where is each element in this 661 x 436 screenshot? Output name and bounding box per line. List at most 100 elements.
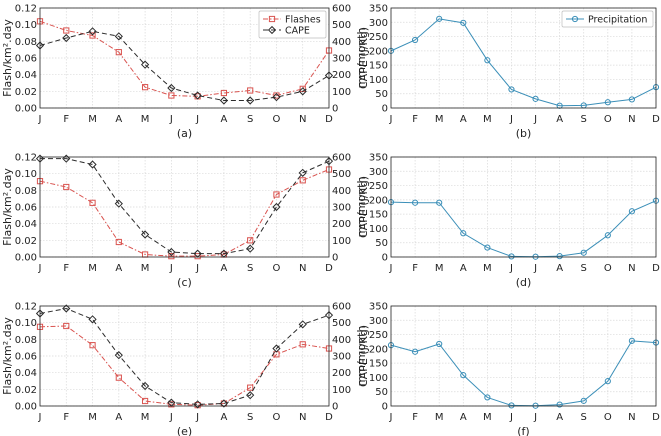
plot-frame: [39, 305, 330, 407]
data-point-flashes: [220, 89, 228, 97]
y-tick-label: 0.00: [15, 253, 37, 264]
series-line-cape: [39, 30, 330, 101]
x-tick-label: S: [581, 263, 587, 274]
data-point-flashes: [299, 341, 306, 348]
left-axis-label: Flash/km².day: [1, 317, 14, 395]
data-point-flashes: [63, 27, 70, 34]
data-point-cape: [88, 160, 97, 169]
x-tick-label: J: [38, 263, 42, 274]
y-tick-label: 0.04: [15, 368, 37, 379]
data-point-precipitation: [604, 378, 611, 385]
right-y-tick-label: 0: [332, 402, 338, 413]
y-tick-label: 0.12: [15, 153, 37, 164]
panel-label: (e): [177, 425, 192, 436]
data-point-precipitation: [580, 249, 587, 256]
right-y-tick-label: 500: [332, 318, 351, 329]
legend-marker: [268, 15, 276, 23]
left-axis-label: Flash/km².day: [1, 168, 14, 246]
data-point-cape: [272, 202, 281, 212]
data-point-cape: [193, 400, 202, 409]
data-point-precipitation: [484, 394, 491, 401]
x-tick-label: A: [556, 263, 563, 274]
y-tick-label: 0.06: [15, 203, 37, 214]
x-tick-label: M: [88, 263, 97, 274]
data-point-flashes: [115, 238, 122, 246]
legend: Precipitation: [561, 10, 654, 28]
chart-panel-a: 0.00 0.02 0.04 0.06 0.08 0.10 0.12 J F M A M J J A S O N D…: [1, 4, 370, 141]
data-point-flashes: [247, 87, 254, 94]
chart-panel-b: 0 50 100 150 200 250 300 350 J F M A M J J A S O N Dmm/mont…: [355, 4, 660, 141]
y-tick-label: 250: [369, 32, 388, 43]
data-point-cape: [140, 60, 150, 69]
x-tick-label: M: [141, 114, 150, 125]
x-tick-label: M: [483, 412, 492, 423]
y-tick-label: 0.12: [15, 4, 37, 15]
x-tick-label: D: [652, 263, 660, 274]
data-point-flashes: [63, 183, 70, 191]
x-tick-label: J: [509, 412, 513, 423]
panel-label: (d): [516, 276, 532, 289]
y-tick-label: 300: [369, 167, 388, 178]
data-point-cape: [114, 32, 123, 41]
data-point-cape: [62, 304, 71, 313]
y-tick-label: 150: [369, 359, 388, 370]
y-tick-label: 200: [369, 46, 388, 57]
right-y-tick-label: 200: [332, 368, 351, 379]
data-point-flashes: [168, 92, 175, 99]
right-y-tick-label: 500: [332, 20, 351, 31]
x-tick-label: S: [581, 412, 587, 423]
panel-label: (f): [517, 425, 529, 436]
x-tick-label: O: [604, 263, 612, 274]
data-point-flashes: [299, 177, 306, 184]
panel-label: (a): [177, 127, 192, 140]
x-tick-label: O: [273, 263, 281, 274]
y-tick-label: 0.06: [15, 352, 37, 363]
data-point-flashes: [63, 322, 70, 330]
right-y-tick-label: 300: [332, 203, 351, 214]
x-tick-label: A: [460, 263, 467, 274]
x-tick-label: J: [169, 412, 173, 423]
data-point-precipitation: [628, 96, 636, 103]
x-tick-label: M: [88, 412, 97, 423]
legend-box: [258, 10, 327, 39]
data-point-precipitation: [460, 19, 467, 26]
data-point-flashes: [194, 253, 201, 260]
series-line-precipitation: [390, 200, 657, 258]
x-tick-label: D: [652, 114, 660, 125]
x-tick-label: A: [220, 412, 227, 423]
panel-label: (c): [177, 276, 192, 289]
chart-panel-e: 0.00 0.02 0.04 0.06 0.08 0.10 0.12 J F M A M J J A S O N D…: [1, 302, 370, 436]
x-tick-label: N: [299, 263, 306, 274]
x-tick-label: M: [483, 263, 492, 274]
x-tick-label: M: [88, 114, 97, 125]
data-point-precipitation: [484, 57, 491, 64]
x-tick-label: J: [509, 263, 513, 274]
y-tick-label: 0.10: [15, 318, 37, 329]
data-point-cape: [88, 315, 97, 324]
y-tick-label: 50: [375, 89, 388, 100]
panel-label: (b): [516, 127, 532, 140]
x-tick-label: D: [325, 263, 333, 274]
x-tick-label: F: [412, 263, 418, 274]
series-line-precipitation: [390, 340, 657, 407]
data-point-precipitation: [411, 199, 419, 206]
x-tick-label: D: [325, 412, 333, 423]
x-tick-label: F: [63, 114, 69, 125]
y-tick-label: 300: [369, 18, 388, 29]
x-tick-label: J: [38, 412, 42, 423]
right-y-tick-label: 0: [332, 253, 338, 264]
data-point-precipitation: [556, 401, 563, 408]
data-point-cape: [246, 96, 255, 105]
x-tick-label: M: [435, 263, 444, 274]
x-tick-label: J: [38, 114, 42, 125]
y-tick-label: 0.10: [15, 169, 37, 180]
plot-frame: [390, 305, 657, 407]
right-y-tick-label: 600: [332, 302, 351, 313]
x-tick-label: J: [509, 114, 513, 125]
x-tick-label: J: [533, 263, 537, 274]
data-point-cape: [62, 33, 71, 43]
left-axis-label: mm/month: [355, 28, 368, 89]
data-point-cape: [272, 93, 281, 102]
right-axis-label: CAPE (J/Kg): [357, 176, 370, 238]
right-y-tick-label: 400: [332, 37, 351, 48]
